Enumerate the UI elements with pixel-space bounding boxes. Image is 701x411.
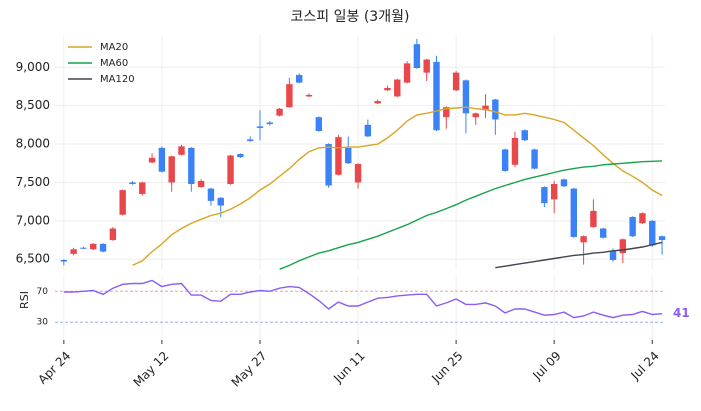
- candle-body: [600, 228, 607, 238]
- y-tick-label: 6,500: [16, 252, 50, 266]
- candle-body: [482, 105, 489, 111]
- candle-body: [452, 72, 460, 91]
- candle-body: [158, 147, 166, 172]
- chart-title: 코스피 일봉 (3개월): [291, 9, 410, 25]
- x-tick-label: May 12: [131, 349, 172, 390]
- last-value-label: 41: [673, 306, 690, 320]
- candle-body: [345, 147, 352, 164]
- candle-body: [550, 183, 558, 200]
- candle-body: [511, 137, 519, 165]
- candle-body: [580, 236, 587, 243]
- ma-line: [279, 160, 663, 270]
- candle-body: [394, 79, 401, 97]
- candle-body: [90, 243, 97, 250]
- candle-body: [590, 210, 597, 227]
- candle-body: [433, 61, 440, 131]
- candle-body: [374, 101, 381, 104]
- candle-body: [266, 122, 273, 125]
- candle-body: [649, 220, 656, 246]
- candle-body: [178, 146, 185, 155]
- candle-body: [443, 107, 450, 118]
- y-tick-label: 9,000: [16, 60, 50, 74]
- candle-body: [629, 217, 636, 237]
- candle-body: [129, 182, 136, 184]
- candle-body: [119, 190, 126, 215]
- rsi-label: RSI: [18, 291, 31, 309]
- y-tick-label: 7,500: [16, 175, 50, 189]
- candle-body: [99, 243, 107, 252]
- candle-body: [364, 124, 372, 137]
- candle-body: [541, 187, 548, 204]
- candle-body: [560, 179, 568, 187]
- ma-line: [495, 241, 663, 269]
- candle-body: [609, 250, 617, 261]
- rsi-line: [63, 279, 663, 319]
- candle-body: [207, 188, 215, 201]
- candle-body: [384, 87, 391, 91]
- y-tick-label: 8,500: [16, 98, 50, 112]
- candle-body: [256, 126, 264, 128]
- candle-body: [403, 63, 411, 83]
- y-tick-label: 8,000: [16, 137, 50, 151]
- candle-body: [492, 99, 499, 120]
- candle-body: [217, 197, 224, 206]
- candle-body: [462, 80, 470, 114]
- ma-line: [132, 106, 663, 267]
- candle-body: [197, 180, 205, 188]
- candle-body: [109, 228, 117, 241]
- candle-body: [295, 74, 303, 83]
- candle-body: [80, 247, 87, 249]
- candle-body: [354, 164, 362, 183]
- y-tick-label: 30: [37, 318, 49, 328]
- candle-body: [423, 59, 430, 73]
- candle-body: [168, 156, 175, 183]
- x-tick-label: Apr 24: [35, 349, 73, 387]
- candle-body: [188, 147, 195, 184]
- candle-body: [325, 144, 332, 186]
- candle-body: [472, 113, 479, 118]
- candle-body: [315, 117, 323, 131]
- candle-body: [60, 260, 68, 262]
- x-tick-label: Jul 09: [529, 349, 563, 383]
- legend-label: MA60: [100, 58, 128, 69]
- candle-body: [276, 108, 283, 116]
- candle-body: [619, 239, 627, 254]
- x-tick-label: Jul 24: [628, 349, 662, 383]
- candle-body: [639, 213, 646, 224]
- candle-body: [286, 84, 293, 108]
- candle-body: [658, 236, 666, 241]
- candle-body: [246, 139, 254, 141]
- candle-body: [139, 182, 146, 194]
- candle-body: [531, 149, 538, 169]
- candle-body: [570, 188, 577, 237]
- candle-body: [237, 154, 244, 158]
- legend-label: MA20: [100, 42, 128, 53]
- x-tick-label: May 27: [229, 349, 270, 390]
- candle-body: [305, 94, 313, 97]
- x-tick-label: Jun 11: [330, 349, 367, 386]
- x-tick-label: Jun 25: [428, 349, 465, 386]
- candle-body: [335, 137, 342, 175]
- candle-body: [148, 157, 156, 163]
- candle-body: [70, 249, 77, 254]
- candle-body: [501, 149, 509, 171]
- legend-label: MA120: [100, 74, 135, 85]
- candle-body: [413, 44, 421, 69]
- y-tick-label: 70: [37, 287, 49, 297]
- candle-body: [521, 130, 528, 141]
- y-tick-label: 7,000: [16, 213, 50, 227]
- candle-body: [227, 155, 234, 184]
